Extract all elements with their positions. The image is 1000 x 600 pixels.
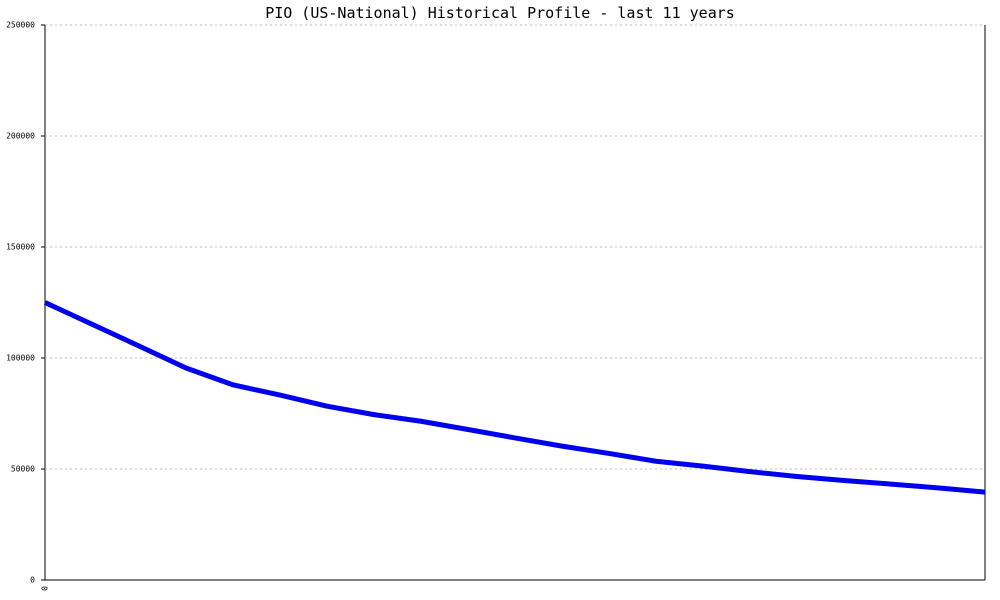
data-line: [43, 300, 986, 495]
chart-title: PIO (US-National) Historical Profile - l…: [265, 4, 735, 22]
x-tick-label: 0: [41, 586, 50, 591]
y-tick-label: 50000: [11, 465, 35, 474]
y-tick-label: 100000: [6, 354, 35, 363]
y-tick-label: 200000: [6, 132, 35, 141]
y-tick-label: 150000: [6, 243, 35, 252]
y-tick-label: 0: [30, 576, 35, 585]
y-tick-label: 250000: [6, 21, 35, 30]
